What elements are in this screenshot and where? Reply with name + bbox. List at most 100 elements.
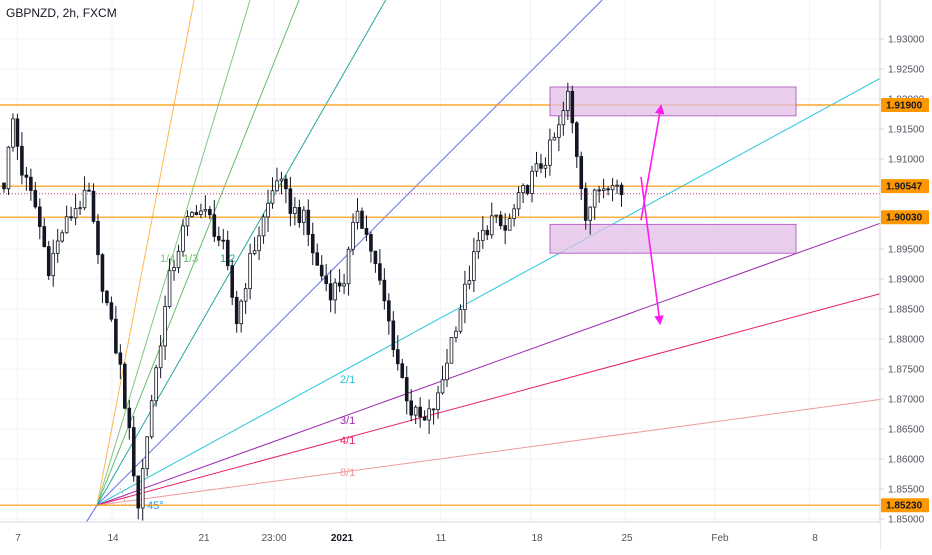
upper-zone[interactable]: [549, 86, 797, 117]
candle: [87, 182, 91, 192]
price-badge-label: 1.90547: [886, 182, 923, 193]
candle: [131, 416, 136, 482]
candle-body: [557, 124, 561, 138]
grid: [0, 0, 880, 522]
candle: [284, 174, 288, 204]
candle-body: [288, 188, 293, 214]
candle: [158, 335, 163, 379]
price-tick-label: 1.88500: [888, 305, 925, 316]
candle: [60, 229, 64, 243]
gann-line: [96, 0, 387, 506]
candle: [194, 204, 199, 216]
candle-body: [230, 265, 235, 298]
candle-body: [391, 320, 396, 351]
candle-body: [37, 206, 42, 227]
candle-body: [400, 363, 405, 378]
candle: [69, 206, 73, 221]
candle-body: [472, 251, 476, 281]
candle-body: [123, 363, 127, 409]
candle: [463, 270, 467, 324]
candle-body: [360, 210, 364, 229]
candle: [395, 335, 400, 371]
candle-body: [297, 207, 302, 223]
candle: [440, 365, 445, 395]
candle: [534, 151, 539, 177]
candle: [105, 289, 109, 306]
price-badge: [881, 179, 929, 194]
candle-body: [248, 253, 252, 290]
candle: [601, 178, 606, 199]
candle: [33, 181, 38, 209]
candle-body: [382, 279, 387, 302]
candle: [172, 260, 176, 281]
candle: [525, 184, 530, 196]
time-tick-label: 8: [812, 533, 818, 544]
price-tick-label: 1.86000: [888, 455, 925, 466]
price-tick-label: 1.85000: [888, 515, 925, 526]
candle: [472, 237, 476, 292]
candle: [42, 218, 47, 248]
candle-body: [404, 377, 409, 402]
candle-body: [351, 221, 355, 250]
candle: [123, 361, 127, 410]
candle: [114, 306, 118, 355]
candle-body: [619, 184, 624, 196]
price-tick-label: 1.88000: [888, 335, 925, 346]
candle-body: [579, 156, 584, 189]
candle: [579, 151, 584, 201]
candle-body: [328, 283, 333, 301]
price-tick-label: 1.91500: [888, 125, 925, 136]
candle: [369, 231, 373, 263]
candle: [583, 182, 588, 230]
candle: [592, 188, 597, 220]
candle: [11, 113, 15, 152]
candle-body: [225, 239, 230, 267]
candle: [319, 255, 324, 281]
gann-label: 8/1: [340, 467, 355, 479]
gann-line: [96, 293, 881, 506]
candle-body: [185, 216, 190, 227]
candle-body: [364, 228, 369, 235]
candle-body: [87, 189, 91, 192]
candle: [427, 399, 431, 434]
candle: [154, 364, 158, 407]
price-tick-label: 1.91000: [888, 155, 925, 166]
candle-body: [458, 309, 463, 332]
candle-body: [149, 400, 154, 438]
candle: [431, 408, 436, 425]
candle-body: [234, 296, 239, 325]
price-badge-label: 1.91900: [886, 101, 923, 112]
candle-body: [131, 427, 136, 477]
candle-body: [279, 178, 284, 182]
candle-body: [369, 234, 373, 252]
candle: [324, 264, 328, 292]
candle: [570, 85, 575, 134]
price-tick-label: 1.92500: [888, 65, 925, 76]
candle: [391, 311, 396, 357]
candle: [185, 210, 190, 236]
lower-zone[interactable]: [549, 223, 797, 254]
time-tick-label: 14: [107, 533, 119, 544]
candle-body: [476, 239, 481, 253]
down-arrow[interactable]: [640, 176, 664, 326]
candle: [64, 205, 69, 234]
candle: [55, 228, 60, 263]
candle: [610, 178, 615, 202]
candle-body: [6, 146, 11, 190]
price-badge-label: 1.85230: [886, 501, 923, 512]
candle: [588, 206, 593, 235]
candle: [422, 410, 427, 421]
candle-body: [512, 208, 516, 220]
candle: [136, 475, 141, 520]
candle: [279, 171, 284, 195]
candle: [199, 203, 203, 219]
time-tick-label: 21: [198, 533, 210, 544]
candle-body: [82, 189, 87, 209]
candle-body: [11, 118, 15, 148]
candle-body: [114, 318, 118, 354]
candle-body: [293, 207, 297, 214]
candle-body: [333, 282, 337, 301]
candle-body: [239, 300, 243, 325]
